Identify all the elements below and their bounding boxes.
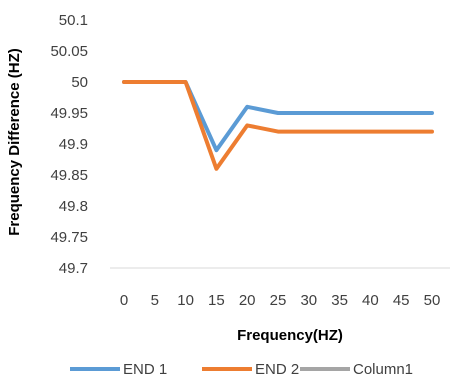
y-tick-label: 50.1	[59, 12, 88, 29]
y-tick-label: 49.75	[50, 229, 88, 246]
y-tick-label: 49.7	[59, 260, 88, 277]
series-line-1	[122, 80, 434, 153]
y-tick-label: 49.8	[59, 198, 88, 215]
x-axis-ticks: 0 5 10 15 20 25 30 35 40 45 50	[120, 292, 441, 309]
legend-label: Column1	[353, 361, 413, 378]
x-tick-label: 45	[393, 292, 410, 309]
legend: END 1 END 2 Column1	[70, 361, 413, 378]
x-tick-label: 35	[331, 292, 348, 309]
legend-label: END 1	[123, 361, 167, 378]
y-tick-label: 50.05	[50, 43, 88, 60]
y-axis-ticks: 50.1 50.05 50 49.95 49.9 49.85 49.8 49.75 49.7	[50, 12, 88, 277]
x-tick-label: 10	[177, 292, 194, 309]
y-tick-label: 49.85	[50, 167, 88, 184]
x-tick-label: 0	[120, 292, 128, 309]
series-lines	[122, 80, 434, 171]
x-tick-label: 50	[424, 292, 441, 309]
x-tick-label: 5	[151, 292, 159, 309]
x-tick-label: 25	[270, 292, 287, 309]
y-tick-label: 50	[71, 74, 88, 91]
y-axis-title: Frequency Difference (HZ)	[6, 48, 23, 236]
x-axis-title: Frequency(HZ)	[237, 327, 343, 344]
x-tick-label: 30	[300, 292, 317, 309]
series-line-2	[122, 80, 434, 171]
y-tick-label: 49.95	[50, 105, 88, 122]
x-tick-label: 15	[208, 292, 225, 309]
y-tick-label: 49.9	[59, 136, 88, 153]
x-tick-label: 20	[239, 292, 256, 309]
x-tick-label: 40	[362, 292, 379, 309]
legend-label: END 2	[255, 361, 299, 378]
